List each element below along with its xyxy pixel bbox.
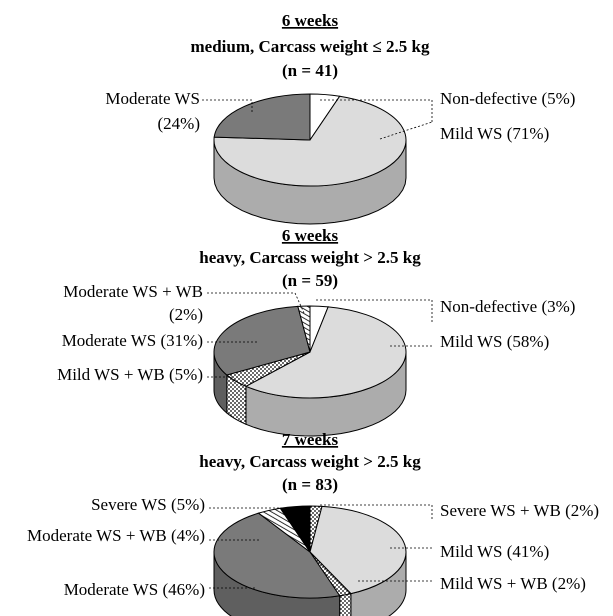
pie-1-leader-line — [202, 99, 253, 112]
pie-2-leader-line — [207, 292, 305, 314]
pie-1-slice-mild-ws-71 — [213, 95, 407, 187]
pie-chart-2: 6 weeks heavy, Carcass weight > 2.5 kg (… — [57, 226, 575, 437]
chart-1-title-line-2: medium, Carcass weight ≤ 2.5 kg — [191, 37, 430, 56]
chart-3-title-line-1: 7 weeks — [282, 430, 339, 449]
chart-1-label-moderate-ws: Moderate WS — [105, 89, 200, 108]
pie-3-leader-line — [320, 504, 433, 520]
chart-2-title-line-1: 6 weeks — [282, 226, 339, 245]
chart-3-label-moderate-ws-wb: Moderate WS + WB (4%) — [27, 526, 205, 545]
chart-1-label-moderate-ws-pct: (24%) — [158, 114, 200, 133]
pie-3-leader-line — [209, 507, 294, 518]
pie-2-leader-line — [316, 299, 433, 322]
chart-1-title-line-1: 6 weeks — [282, 11, 339, 30]
chart-2-label-moderate-ws-wb: Moderate WS + WB — [63, 282, 203, 301]
pie-3-slice-severe-ws-5 — [279, 505, 311, 554]
chart-2-title-line-2: heavy, Carcass weight > 2.5 kg — [199, 248, 421, 267]
chart-1-label-mild-ws: Mild WS (71%) — [440, 124, 549, 143]
chart-3-label-moderate-ws: Moderate WS (46%) — [64, 580, 205, 599]
pie-2-graphic — [207, 292, 433, 437]
pie-3-side-mild-ws-wb-2 — [339, 592, 352, 616]
pie-1-slice-moderate-ws-24 — [213, 93, 311, 141]
chart-3-label-mild-ws: Mild WS (41%) — [440, 542, 549, 561]
chart-3-label-mild-ws-wb: Mild WS + WB (2%) — [440, 574, 586, 593]
chart-2-label-mild-ws: Mild WS (58%) — [440, 332, 549, 351]
chart-2-label-non-defective: Non-defective (3%) — [440, 297, 575, 316]
pie-3-slice-mild-ws-41 — [309, 505, 407, 595]
pie-1-leader-line — [320, 99, 433, 122]
chart-2-label-moderate-ws-wb-pct: (2%) — [169, 305, 203, 324]
pie-2-slice-moderate-ws-wb-2 — [297, 305, 311, 353]
pie-chart-3: 7 weeks heavy, Carcass weight > 2.5 kg (… — [27, 430, 599, 616]
pie-1-leader-line — [379, 121, 433, 140]
chart-2-title-line-3: (n = 59) — [282, 271, 338, 290]
pie-3-graphic — [209, 504, 433, 616]
chart-3-label-severe-ws-wb: Severe WS + WB (2%) — [440, 501, 599, 520]
chart-3-title-line-3: (n = 83) — [282, 475, 338, 494]
chart-1-label-non-defective: Non-defective (5%) — [440, 89, 575, 108]
chart-3-label-severe-ws: Severe WS (5%) — [91, 495, 205, 514]
pie-2-slice-moderate-ws-31 — [213, 305, 311, 376]
pie-2-slice-mild-ws-58 — [244, 306, 407, 399]
chart-2-label-moderate-ws: Moderate WS (31%) — [62, 331, 203, 350]
pie-3-slice-moderate-ws-46 — [213, 512, 341, 599]
chart-2-label-mild-ws-wb: Mild WS + WB (5%) — [57, 365, 203, 384]
pie-1-graphic — [202, 93, 433, 225]
pie-chart-1: 6 weeks medium, Carcass weight ≤ 2.5 kg … — [105, 11, 575, 225]
chart-3-title-line-2: heavy, Carcass weight > 2.5 kg — [199, 452, 421, 471]
chart-1-title-line-3: (n = 41) — [282, 61, 338, 80]
